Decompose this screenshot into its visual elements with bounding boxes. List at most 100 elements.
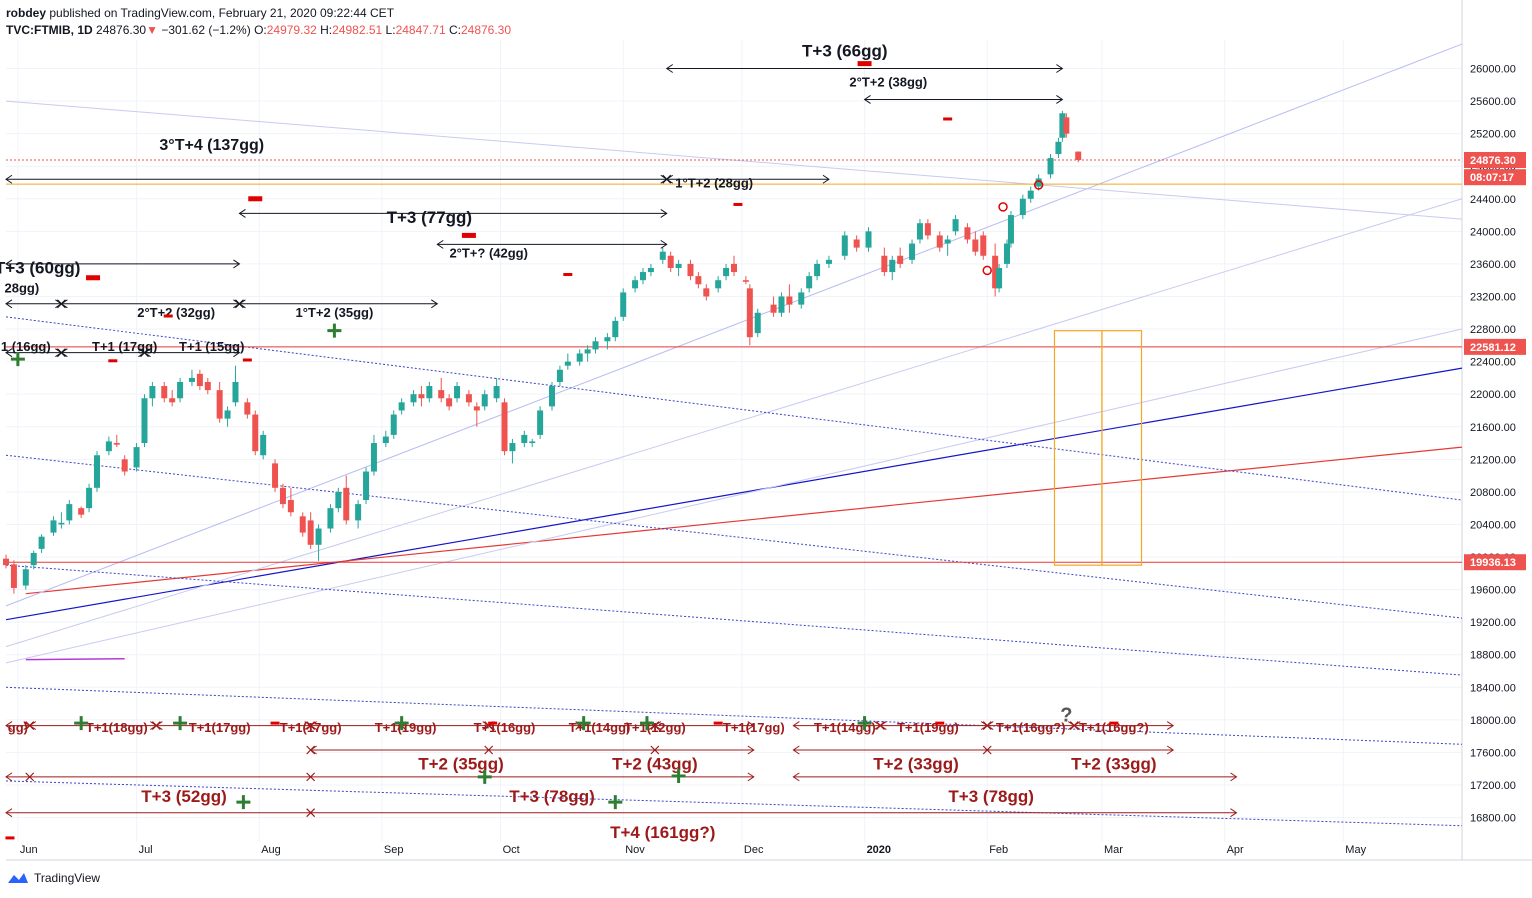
close-value: 24876.30 <box>460 23 512 37</box>
trend-line <box>5 454 1463 619</box>
minus-sign-icon <box>1109 721 1119 725</box>
cycle-arrow-red-head-right <box>747 772 755 782</box>
cycle-arrow-head-right <box>233 259 241 269</box>
candle-body <box>529 441 536 444</box>
candle-body <box>521 434 528 444</box>
cycle-label-red: T+1(17gg) <box>723 720 785 735</box>
cycle-label: 1 (16gg) <box>1 339 51 354</box>
y-tick-label: 22400.00 <box>1470 357 1516 369</box>
trend-line <box>5 328 1463 664</box>
cycle-arrow-red-head-right <box>1230 772 1238 782</box>
candle-body <box>327 508 334 529</box>
tradingview-logo[interactable]: TradingView <box>6 871 100 885</box>
price-tag-label: 08:07:17 <box>1470 172 1514 184</box>
cycle-label: T+1 (17gg) <box>92 339 157 354</box>
candle-body <box>279 487 286 505</box>
candle-body <box>454 386 461 399</box>
author-name[interactable]: robdey <box>6 6 47 20</box>
cycle-label-red: T+2 (33gg) <box>873 755 959 774</box>
candle-body <box>1035 178 1042 187</box>
x-tick-label: Dec <box>744 844 764 856</box>
cycle-label: 2°T+2 (32gg) <box>137 305 215 320</box>
candle-body <box>141 398 148 444</box>
cycle-label-red: T+1(16gg?) <box>1079 720 1149 735</box>
candle-body <box>196 373 203 387</box>
y-tick-label: 20800.00 <box>1470 487 1516 499</box>
pivot-circle <box>982 265 992 276</box>
candle-body <box>1075 151 1082 160</box>
candle-body <box>853 239 860 248</box>
trend-line <box>5 564 1463 676</box>
candle-body <box>576 353 583 362</box>
cycle-label: 28gg) <box>4 280 39 295</box>
candle-body <box>996 267 1003 289</box>
cycle-label: T+1 (15gg) <box>179 339 244 354</box>
candle-body <box>149 386 156 399</box>
minus-sign-icon <box>248 196 263 202</box>
x-tick-label: Jun <box>20 844 38 856</box>
open-value: 24979.32 <box>266 23 317 37</box>
y-tick-label: 19600.00 <box>1470 585 1516 597</box>
minus-sign-icon <box>943 117 953 121</box>
minus-sign-icon <box>270 721 280 725</box>
cycle-label: T+3 (66gg) <box>802 41 888 60</box>
cycle-label-red: T+1(16gg) <box>474 720 536 735</box>
x-marker <box>1069 721 1079 730</box>
plus-sign-icon <box>10 352 25 367</box>
cycle-label-red: T+3 (52gg) <box>141 787 227 806</box>
candle-body <box>897 255 904 264</box>
pivot-circle <box>1033 180 1044 190</box>
candle-body <box>363 471 370 501</box>
price-tag <box>1464 554 1526 571</box>
candle-body <box>382 436 389 444</box>
candle-body <box>916 223 923 240</box>
cycle-label: 2°T+2 (38gg) <box>849 74 927 89</box>
x-marker <box>56 299 66 309</box>
x-tick-label: Jul <box>139 844 153 856</box>
candle-body <box>972 239 979 252</box>
x-marker <box>306 745 316 755</box>
candle-body <box>881 255 888 273</box>
plus-sign-icon <box>74 716 89 731</box>
minus-sign-icon <box>563 272 573 276</box>
trend-line <box>25 658 125 661</box>
plus-sign-icon <box>857 716 872 731</box>
symbol-label[interactable]: TVC:FTMIB, 1D <box>6 23 93 37</box>
candle-body <box>1004 243 1010 264</box>
candle-body <box>703 288 710 297</box>
candle-body <box>992 255 999 289</box>
candle-body <box>675 263 682 268</box>
candle-body <box>94 455 100 488</box>
cycle-label-red: T+1(17gg) <box>189 720 251 735</box>
candle-body <box>78 508 85 515</box>
minus-sign-icon <box>242 358 252 362</box>
x-marker <box>151 721 161 730</box>
y-tick-label: 18400.00 <box>1470 682 1516 694</box>
cycle-label-red: T+1(17gg) <box>280 720 342 735</box>
candle-body <box>1047 158 1054 175</box>
candle-body <box>10 564 17 588</box>
y-tick-label: 26000.00 <box>1470 63 1516 75</box>
candle-body <box>592 341 599 350</box>
price-change: −301.62 (−1.2%) <box>161 23 251 37</box>
candle-body <box>58 522 65 525</box>
cycle-label-red: T+3 (78gg) <box>509 787 595 806</box>
plus-sign-icon <box>477 769 492 784</box>
candle-body <box>556 369 563 382</box>
candle-body <box>30 552 37 566</box>
y-tick-label: 24000.00 <box>1470 226 1516 238</box>
price-tag <box>1464 169 1526 186</box>
candle-body <box>584 349 591 354</box>
candle-body <box>952 219 959 232</box>
price-tag <box>1464 338 1526 355</box>
minus-sign-icon <box>5 836 15 840</box>
projection-box <box>1053 330 1103 566</box>
candle-body <box>315 528 322 545</box>
minus-sign-icon <box>86 275 101 281</box>
x-marker <box>306 772 316 782</box>
candle-body <box>841 235 848 256</box>
candle-body <box>390 414 397 435</box>
candle-body <box>604 337 611 342</box>
y-tick-label: 22800.00 <box>1470 324 1516 336</box>
